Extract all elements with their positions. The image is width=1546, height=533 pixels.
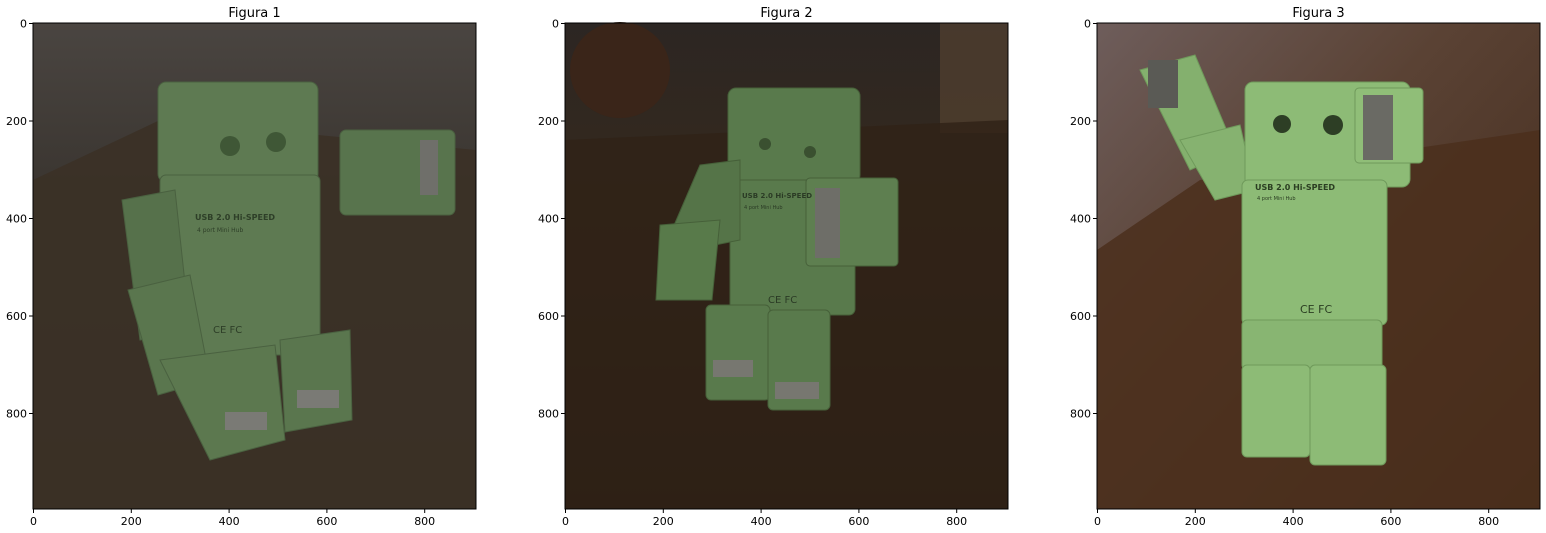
svg-text:4 port Mini Hub: 4 port Mini Hub	[744, 205, 783, 211]
photo-panel-1: USB 2.0 Hi-SPEED 4 port Mini Hub CE FC	[33, 23, 476, 509]
y-tick-label: 600	[1070, 310, 1091, 323]
svg-text:USB 2.0 Hi-SPEED: USB 2.0 Hi-SPEED	[742, 192, 812, 200]
x-tick-label: 400	[751, 515, 772, 528]
svg-text:CE FC: CE FC	[768, 295, 797, 306]
y-tick-label: 0	[552, 18, 559, 31]
panel-title: Figura 2	[760, 6, 812, 21]
svg-text:CE FC: CE FC	[213, 325, 242, 336]
x-axis-ticks: 0 200 400 600 800	[30, 509, 435, 528]
y-axis-ticks: 0 200 400 600 800	[538, 18, 565, 421]
y-tick-label: 800	[538, 408, 559, 421]
photo-panel-2: USB 2.0 Hi-SPEED 4 port Mini Hub CE FC	[565, 22, 1008, 509]
x-tick-label: 600	[316, 515, 337, 528]
svg-text:4 port Mini Hub: 4 port Mini Hub	[1257, 196, 1296, 202]
y-axis-ticks: 0 200 400 600 800	[6, 18, 33, 421]
x-axis-ticks: 0 200 400 600 800	[1094, 509, 1499, 528]
y-tick-label: 200	[1070, 115, 1091, 128]
x-tick-label: 200	[121, 515, 142, 528]
svg-text:USB 2.0 Hi-SPEED: USB 2.0 Hi-SPEED	[195, 213, 275, 222]
photo-panel-3: USB 2.0 Hi-SPEED 4 port Mini Hub CE FC	[1097, 23, 1540, 509]
y-tick-label: 800	[1070, 408, 1091, 421]
x-tick-label: 200	[653, 515, 674, 528]
x-tick-label: 600	[1380, 515, 1401, 528]
panel-1: Figura 1 USB 2.0 Hi-SPEED 4 port Mini Hu…	[6, 6, 477, 528]
x-tick-label: 400	[1283, 515, 1304, 528]
svg-text:USB 2.0 Hi-SPEED: USB 2.0 Hi-SPEED	[1255, 183, 1335, 192]
y-tick-label: 0	[20, 18, 27, 31]
panel-title: Figura 3	[1292, 6, 1344, 21]
x-tick-label: 800	[1478, 515, 1499, 528]
y-tick-label: 600	[6, 310, 27, 323]
x-tick-label: 400	[219, 515, 240, 528]
y-tick-label: 800	[6, 408, 27, 421]
panel-3: Figura 3 USB 2.0 Hi-SPEED 4 port Mini Hu…	[1070, 6, 1541, 528]
panel-2: Figura 2 USB 2.0 Hi-SPEED 4 port Mini Hu…	[538, 6, 1009, 528]
y-tick-label: 400	[1070, 213, 1091, 226]
y-tick-label: 400	[6, 213, 27, 226]
x-tick-label: 800	[414, 515, 435, 528]
svg-text:4 port Mini Hub: 4 port Mini Hub	[197, 227, 243, 234]
y-tick-label: 0	[1084, 18, 1091, 31]
x-tick-label: 0	[30, 515, 37, 528]
panel-title: Figura 1	[228, 6, 280, 21]
x-tick-label: 0	[1094, 515, 1101, 528]
y-tick-label: 200	[6, 115, 27, 128]
x-tick-label: 0	[562, 515, 569, 528]
y-tick-label: 200	[538, 115, 559, 128]
svg-text:CE FC: CE FC	[1300, 303, 1332, 316]
y-tick-label: 600	[538, 310, 559, 323]
x-tick-label: 800	[946, 515, 967, 528]
y-tick-label: 400	[538, 213, 559, 226]
x-tick-label: 600	[848, 515, 869, 528]
x-tick-label: 200	[1185, 515, 1206, 528]
x-axis-ticks: 0 200 400 600 800	[562, 509, 967, 528]
y-axis-ticks: 0 200 400 600 800	[1070, 18, 1097, 421]
